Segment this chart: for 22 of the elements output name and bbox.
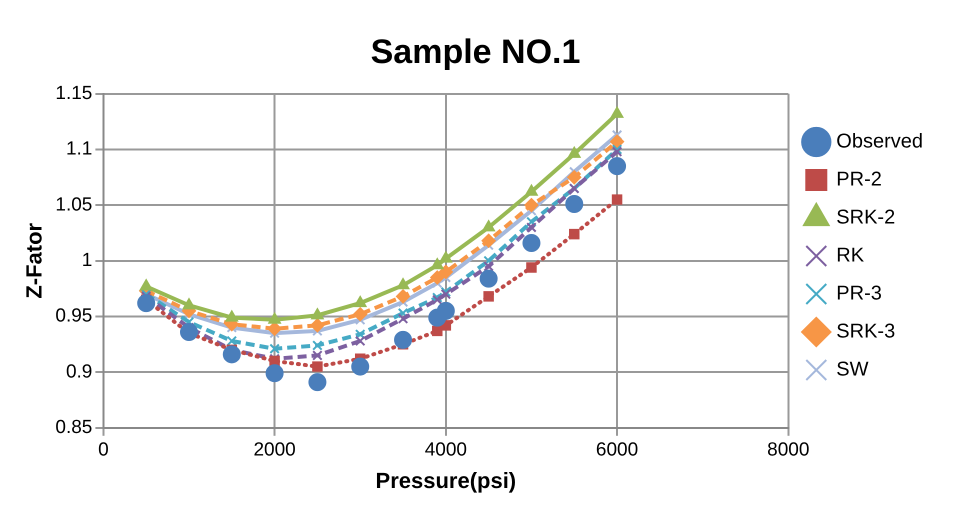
x-tick-label: 2000	[253, 439, 296, 460]
y-tick-label: 1.05	[55, 194, 92, 216]
y-tick-label: 0.85	[55, 417, 92, 438]
x-axis-title: Pressure(psi)	[376, 468, 516, 493]
x-tick-label: 8000	[767, 439, 810, 460]
legend-label: PR-2	[836, 168, 882, 191]
y-tick-label: 1	[82, 250, 92, 272]
x-tick-label: 4000	[424, 439, 467, 460]
legend-label: RK	[836, 244, 865, 267]
y-tick-label: 0.95	[55, 306, 92, 327]
x-tick-label: 0	[98, 439, 109, 460]
legend-label: SRK-2	[836, 206, 896, 229]
x-tick-label: 6000	[596, 439, 638, 460]
legend-label: SRK-3	[836, 320, 896, 343]
legend-label: SW	[836, 358, 869, 381]
y-axis-title: Z-Fator	[21, 222, 46, 299]
y-tick-label: 0.9	[66, 361, 92, 382]
legend-label: Observed	[836, 130, 924, 153]
y-tick-label: 1.15	[55, 83, 92, 104]
chart-title: Sample NO.1	[370, 32, 580, 71]
y-tick-label: 1.1	[66, 138, 92, 160]
legend-label: PR-3	[836, 282, 882, 305]
